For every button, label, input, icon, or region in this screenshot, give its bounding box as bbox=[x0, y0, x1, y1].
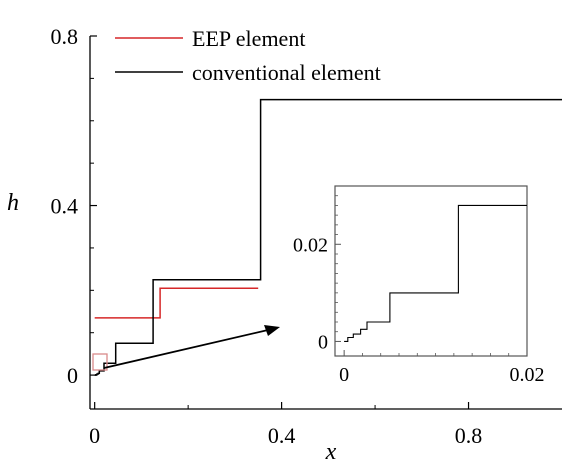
x-tick-label-0: 0 bbox=[89, 423, 100, 448]
y-tick-label-1: 0.4 bbox=[51, 194, 79, 219]
x-tick-label-1: 0.4 bbox=[268, 423, 296, 448]
x-tick-label-2: 0.8 bbox=[455, 423, 483, 448]
y-axis-label: h bbox=[7, 190, 19, 216]
inset-frame bbox=[335, 186, 527, 356]
y-tick-label-0: 0 bbox=[67, 363, 78, 388]
x-axis-label: x bbox=[325, 439, 337, 465]
legend-label-conventional: conventional element bbox=[192, 60, 381, 85]
y-tick-label-2: 0.8 bbox=[51, 24, 79, 49]
inset-y-tick-label-0: 0 bbox=[318, 331, 328, 353]
inset-y-tick-label-1: 0.02 bbox=[293, 234, 328, 256]
legend-label-eep: EEP element bbox=[192, 26, 305, 51]
inset-x-tick-label-1: 0.02 bbox=[510, 364, 545, 386]
inset-x-tick-label-0: 0 bbox=[339, 364, 349, 386]
